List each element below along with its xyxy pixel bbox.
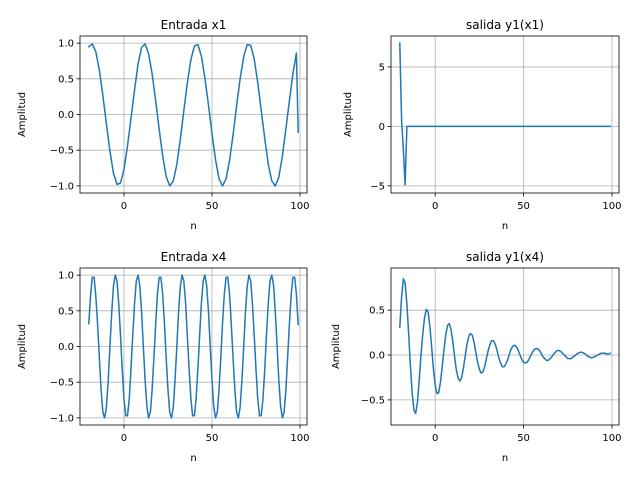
x-axis-label: n — [502, 453, 508, 464]
subplot-entrada-x1: Entrada x1 n Amplitud 0 50 100 −1.0 −0.5 0.0 0… — [17, 18, 310, 232]
y-tick-label: 1.0 — [58, 271, 74, 282]
subplot-title: Entrada x1 — [161, 18, 227, 32]
y-axis-label: Amplitud — [343, 92, 354, 137]
x-axis-label: n — [502, 221, 508, 232]
y-tick-label: −1.0 — [50, 413, 74, 424]
subplot-title: salida y1(x1) — [466, 18, 544, 32]
plot-area — [391, 36, 619, 193]
y-tick-label: −5 — [370, 181, 385, 192]
subplot-entrada-x4: Entrada x4 n Amplitud 0 50 100 −1.0 −0.5 0.0 0… — [17, 250, 310, 464]
y-tick-label: −0.5 — [361, 395, 385, 406]
x-tick-label: 100 — [290, 201, 309, 212]
y-tick-label: 0.0 — [58, 110, 74, 121]
series-line — [399, 278, 612, 415]
x-tick-label: 0 — [121, 433, 127, 444]
x-tick-label: 100 — [602, 433, 621, 444]
axes-frame — [390, 35, 620, 194]
x-axis-label: n — [190, 221, 196, 232]
x-tick-label: 100 — [602, 201, 621, 212]
y-axis-label: Amplitud — [17, 324, 28, 369]
series-line — [399, 42, 611, 186]
plot-area — [391, 268, 619, 425]
x-tick-label: 50 — [206, 201, 219, 212]
y-tick-label: 5 — [379, 62, 385, 73]
y-tick-label: −1.0 — [50, 181, 74, 192]
y-tick-label: 1.0 — [58, 39, 74, 50]
x-tick-label: 0 — [121, 201, 127, 212]
subplot-title: Entrada x4 — [161, 250, 227, 264]
series-line — [88, 274, 299, 419]
subplot-salida-y1-x1: salida y1(x1) n Amplitud 0 50 100 −5 0 5 — [343, 18, 621, 232]
y-tick-label: 0 — [379, 122, 385, 133]
subplot-title: salida y1(x4) — [466, 250, 544, 264]
y-tick-label: −0.5 — [50, 378, 74, 389]
y-tick-label: −0.5 — [50, 146, 74, 157]
x-tick-label: 50 — [517, 433, 530, 444]
axes-frame — [390, 267, 620, 426]
y-tick-label: 0.5 — [58, 74, 74, 85]
x-tick-label: 100 — [290, 433, 309, 444]
y-tick-label: 0.5 — [369, 306, 385, 317]
y-axis-label: Amplitud — [331, 324, 342, 369]
x-axis-label: n — [190, 453, 196, 464]
x-tick-label: 50 — [517, 201, 530, 212]
x-tick-label: 50 — [206, 433, 219, 444]
y-axis-label: Amplitud — [17, 92, 28, 137]
y-tick-label: 0.0 — [369, 351, 385, 362]
y-tick-label: 0.5 — [58, 306, 74, 317]
series-line — [87, 43, 299, 187]
subplot-salida-y1-x4: salida y1(x4) n Amplitud 0 50 100 −0.5 0.0 0.… — [331, 250, 621, 464]
x-tick-label: 0 — [432, 433, 438, 444]
x-tick-label: 0 — [432, 201, 438, 212]
y-tick-label: 0.0 — [58, 342, 74, 353]
